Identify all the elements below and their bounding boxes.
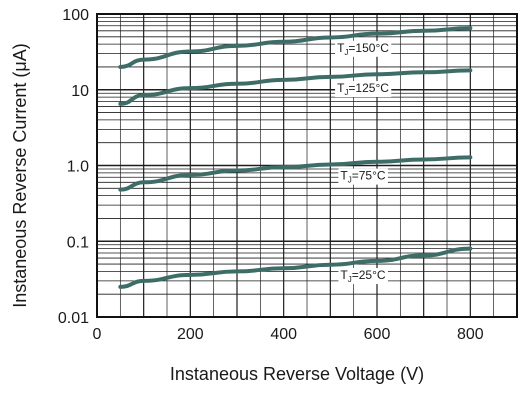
y-tick-label: 0.1 (67, 234, 89, 251)
series-line-3 (118, 246, 473, 289)
series-label-bg (338, 268, 388, 285)
plot-frame (96, 13, 518, 318)
series-labels: TJ=150°C TJ=125°C TJ=75°C TJ=25°C (335, 40, 392, 285)
series-label-text: TJ=150°C (337, 41, 389, 57)
series-line-2 (118, 155, 473, 192)
series-label-0: TJ=150°C (335, 40, 392, 57)
series-label-1: TJ=125°C (335, 81, 392, 98)
y-tick-label: 1.0 (67, 159, 89, 176)
series-line-0 (118, 26, 473, 69)
series-label-text: TJ=75°C (340, 169, 385, 185)
series-label-text: TJ=125°C (337, 81, 389, 97)
x-axis-title: Instaneous Reverse Voltage (V) (170, 364, 424, 384)
tick-labels: 0 200 400 600 800 0.01 0.1 1.0 10 100 (58, 7, 484, 343)
series-label-2: TJ=75°C (338, 168, 388, 185)
y-tick-label: 10 (71, 83, 89, 100)
x-tick-label: 0 (93, 326, 102, 343)
series-line-1 (118, 68, 473, 106)
y-axis-title: Instaneous Reverse Current (μA) (10, 43, 30, 307)
series-label-bg (338, 168, 388, 185)
series-label-text: TJ=25°C (340, 268, 385, 284)
x-tick-label: 200 (177, 326, 204, 343)
x-tick-label: 400 (270, 326, 297, 343)
series-label-bg (335, 81, 392, 98)
series-label-bg (335, 40, 392, 57)
series-group (118, 26, 473, 289)
y-tick-label: 0.01 (58, 310, 89, 327)
x-tick-label: 600 (364, 326, 391, 343)
y-tick-label: 100 (62, 7, 89, 24)
x-tick-label: 800 (457, 326, 484, 343)
series-label-3: TJ=25°C (338, 268, 388, 285)
